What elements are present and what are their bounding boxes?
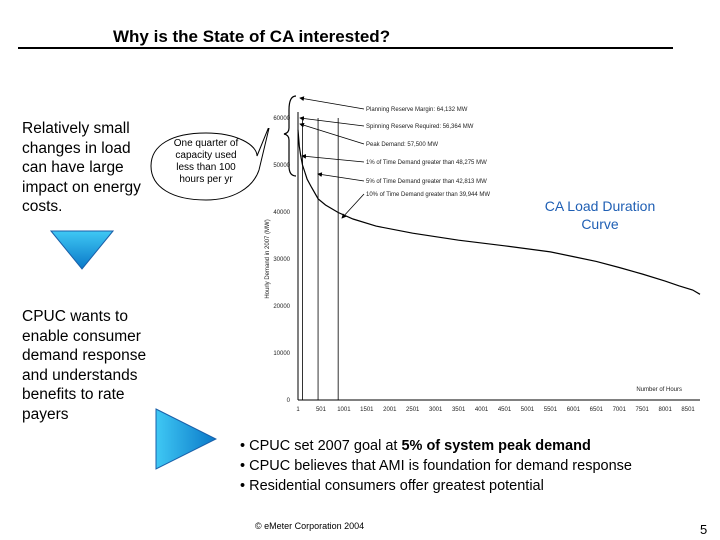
annotation-label-4: 5% of Time Demand greater than 42,813 MW [366, 179, 487, 185]
annotation-label-0: Planning Reserve Margin: 64,132 MW [366, 107, 468, 113]
callout-shape [150, 128, 270, 201]
y-tick-label-2: 20000 [273, 304, 290, 310]
right-arrow-icon [155, 408, 218, 475]
bullet-1-bold: 5% of system peak demand [401, 438, 591, 454]
x-tick-label-3: 1501 [360, 407, 374, 413]
chart-label: CA Load Duration Curve [544, 198, 656, 232]
y-tick-label-0: 0 [287, 398, 291, 404]
y-tick-label-6: 60000 [273, 116, 290, 122]
bullet-item-2: • CPUC believes that AMI is foundation f… [240, 456, 710, 476]
x-tick-label-16: 8001 [658, 407, 672, 413]
bullet-1-text: • CPUC set 2007 goal at [240, 438, 402, 454]
page-title: Why is the State of CA interested? [113, 27, 391, 46]
bracket-brace [283, 95, 297, 177]
y-tick-label-3: 30000 [273, 257, 290, 263]
x-tick-label-6: 3001 [429, 407, 443, 413]
x-tick-label-17: 8501 [681, 407, 695, 413]
footer-copyright: © eMeter Corporation 2004 [255, 521, 365, 531]
annotation-arrow-5 [341, 193, 365, 219]
x-tick-label-4: 2001 [383, 407, 397, 413]
title-underline [18, 47, 673, 49]
annotation-arrow-4 [317, 172, 365, 182]
x-tick-label-8: 4001 [475, 407, 489, 413]
bullet-list: • CPUC set 2007 goal at 5% of system pea… [240, 436, 710, 496]
x-tick-label-12: 6001 [567, 407, 581, 413]
x-tick-label-11: 5501 [544, 407, 558, 413]
annotation-label-1: Spinning Reserve Required: 56,364 MW [366, 124, 474, 130]
x-tick-label-14: 7001 [613, 407, 627, 413]
x-tick-label-9: 4501 [498, 407, 512, 413]
x-tick-label-0: 1 [296, 407, 300, 413]
x-tick-label-10: 5001 [521, 407, 535, 413]
annotation-arrow-2 [299, 122, 365, 145]
annotation-arrow-3 [301, 153, 365, 163]
callout-bubble: One quarter of capacity used less than 1… [149, 128, 271, 204]
y-tick-label-1: 10000 [273, 351, 290, 357]
x-tick-label-1: 501 [316, 407, 327, 413]
annotation-label-3: 1% of Time Demand greater than 48,275 MW [366, 160, 487, 166]
bullet-2-text: • CPUC believes that AMI is foundation f… [240, 458, 632, 474]
callout-text: One quarter of capacity used less than 1… [173, 138, 239, 185]
x-tick-label-7: 3501 [452, 407, 466, 413]
left-text-top: Relatively small changes in load can hav… [22, 120, 141, 215]
page-number: 5 [700, 522, 708, 537]
annotation-label-5: 10% of Time Demand greater than 39,944 M… [366, 192, 490, 198]
x-axis-label: Number of Hours [636, 387, 682, 393]
bullet-3-text: • Residential consumers offer greatest p… [240, 478, 544, 494]
annotation-arrow-0 [299, 96, 365, 110]
x-tick-label-5: 2501 [406, 407, 420, 413]
annotation-label-2: Peak Demand: 57,500 MW [366, 142, 438, 148]
y-axis-label: Hourly Demand in 2007 (MW) [265, 219, 271, 298]
x-tick-label-13: 6501 [590, 407, 604, 413]
bullet-item-3: • Residential consumers offer greatest p… [240, 476, 710, 496]
y-tick-label-4: 40000 [273, 210, 290, 216]
load-curve-line [297, 129, 701, 295]
x-tick-label-15: 7501 [636, 407, 650, 413]
down-arrow-icon [49, 230, 115, 275]
left-text-bottom: CPUC wants to enable consumer demand res… [22, 308, 147, 423]
bullet-item-1: • CPUC set 2007 goal at 5% of system pea… [240, 436, 710, 456]
x-tick-label-2: 1001 [337, 407, 351, 413]
y-tick-label-5: 50000 [273, 163, 290, 169]
annotation-arrow-1 [299, 116, 365, 127]
